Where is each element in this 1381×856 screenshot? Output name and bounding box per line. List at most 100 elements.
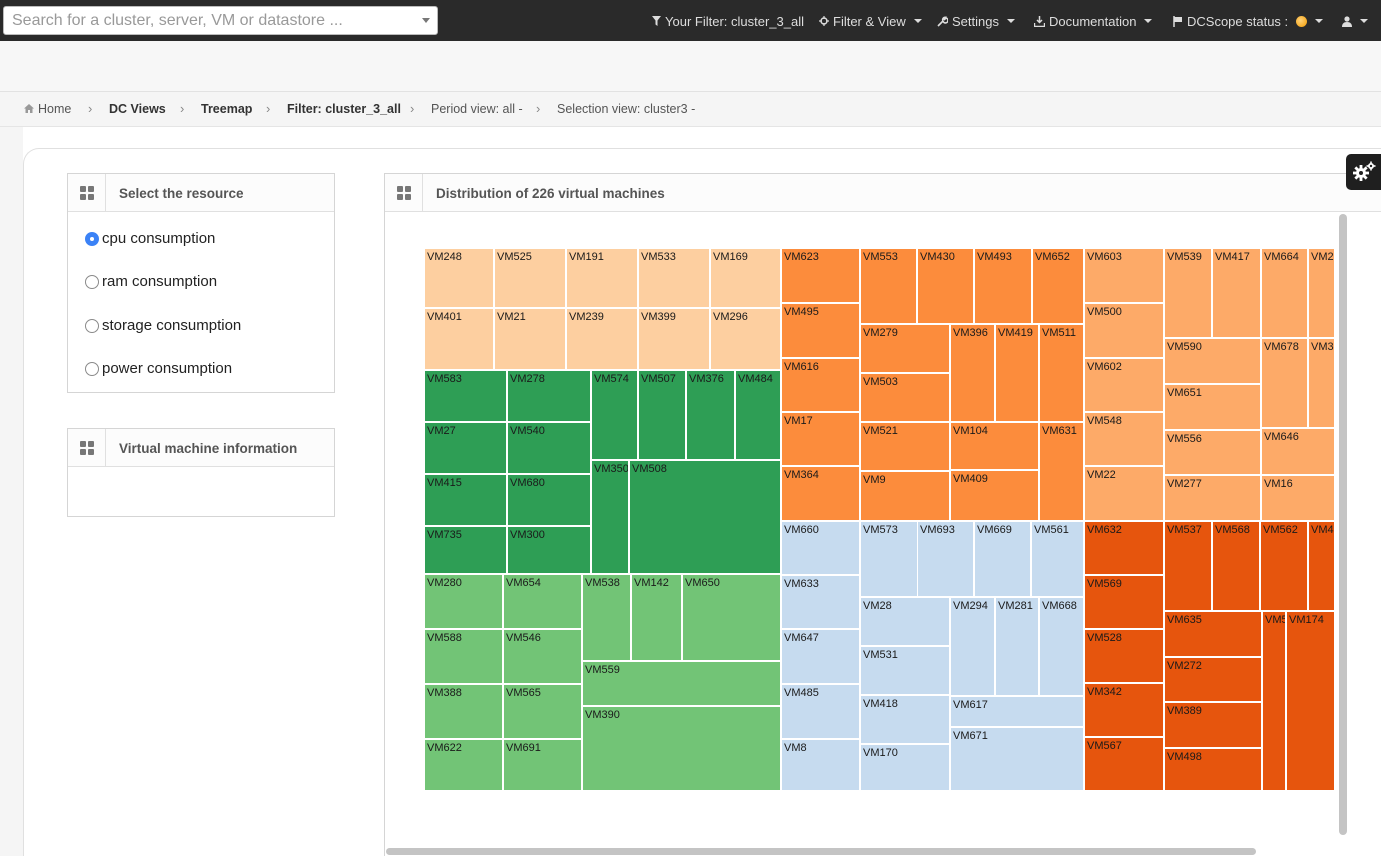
treemap-cell[interactable]: VM556 <box>1164 430 1261 475</box>
treemap-cell[interactable]: VM503 <box>860 373 950 422</box>
treemap-cell[interactable]: VM296 <box>710 308 781 370</box>
user-menu[interactable] <box>1342 13 1368 29</box>
treemap-cell[interactable]: VM660 <box>781 521 860 575</box>
settings-gear-tab[interactable] <box>1346 154 1381 190</box>
treemap-cell[interactable]: VM540 <box>507 422 591 474</box>
breadcrumb-dc-views[interactable]: DC Views <box>109 102 166 116</box>
treemap-cell[interactable]: VM22 <box>1084 466 1164 521</box>
treemap-cell[interactable]: VM142 <box>631 574 682 661</box>
breadcrumb-home[interactable]: Home <box>24 102 71 116</box>
scrollbar-thumb[interactable] <box>1339 214 1347 835</box>
treemap-cell[interactable]: VM294 <box>950 597 995 696</box>
treemap-cell[interactable]: VM389 <box>1164 702 1262 748</box>
treemap-cell[interactable]: VM16 <box>1261 475 1335 521</box>
treemap-cell[interactable]: VM169 <box>710 248 781 308</box>
treemap-cell[interactable]: VM399 <box>638 308 710 370</box>
radio-button[interactable] <box>85 274 99 289</box>
scrollbar-thumb[interactable] <box>386 848 1256 855</box>
treemap-cell[interactable]: VM590 <box>1164 338 1261 384</box>
horizontal-scrollbar[interactable] <box>385 846 1335 856</box>
treemap-cell[interactable]: VM500 <box>1084 303 1164 358</box>
treemap-cell[interactable]: VM533 <box>638 248 710 308</box>
treemap-cell[interactable]: VM652 <box>1032 248 1084 324</box>
treemap-cell[interactable]: VM21 <box>494 308 566 370</box>
vertical-scrollbar[interactable] <box>1338 214 1348 835</box>
treemap-cell[interactable]: VM2 <box>1308 248 1335 338</box>
treemap-cell[interactable]: VM511 <box>1039 324 1084 422</box>
treemap-cell[interactable]: VM28 <box>860 597 950 646</box>
treemap-cell[interactable]: VM508 <box>629 460 781 574</box>
radio-power-consumption[interactable]: power consumption <box>85 360 232 377</box>
treemap-cell[interactable]: VM531 <box>860 646 950 695</box>
treemap-cell[interactable]: VM622 <box>424 739 503 791</box>
treemap-cell[interactable]: VM27 <box>424 422 507 474</box>
treemap-cell[interactable]: VM493 <box>974 248 1032 324</box>
treemap-cell[interactable]: VM646 <box>1261 428 1335 475</box>
treemap-cell[interactable]: VM388 <box>424 684 503 739</box>
treemap-cell[interactable]: VM525 <box>494 248 566 308</box>
treemap-cell[interactable]: VM669 <box>974 521 1031 597</box>
treemap-cell[interactable]: VM3 <box>1308 338 1335 428</box>
treemap-cell[interactable]: VM277 <box>1164 475 1261 521</box>
settings-menu[interactable]: Settings <box>937 13 1015 29</box>
treemap-cell[interactable]: VM693 <box>917 521 974 597</box>
treemap-cell[interactable]: VM17 <box>781 412 860 466</box>
breadcrumb-filter[interactable]: Filter: cluster_3_all <box>287 102 401 116</box>
treemap-cell[interactable]: VM631 <box>1039 422 1084 521</box>
treemap-cell[interactable]: VM568 <box>1212 521 1260 611</box>
treemap-cell[interactable]: VM562 <box>1260 521 1308 611</box>
treemap-cell[interactable]: VM602 <box>1084 358 1164 412</box>
treemap-cell[interactable]: VM678 <box>1261 338 1308 428</box>
treemap-cell[interactable]: VM735 <box>424 526 507 574</box>
treemap-cell[interactable]: VM569 <box>1084 575 1164 629</box>
treemap-cell[interactable]: VM248 <box>424 248 494 308</box>
dcscope-status-menu[interactable]: DCScope status : <box>1173 13 1324 29</box>
treemap-cell[interactable]: VM623 <box>781 248 860 303</box>
radio-button[interactable] <box>85 318 99 333</box>
radio-ram-consumption[interactable]: ram consumption <box>85 273 217 290</box>
treemap-cell[interactable]: VM342 <box>1084 683 1164 737</box>
treemap-cell[interactable]: VM574 <box>591 370 638 460</box>
treemap-cell[interactable]: VM376 <box>686 370 735 460</box>
documentation-menu[interactable]: Documentation <box>1034 13 1153 29</box>
treemap-cell[interactable]: VM191 <box>566 248 638 308</box>
treemap-cell[interactable]: VM174 <box>1286 611 1335 791</box>
treemap-cell[interactable]: VM272 <box>1164 657 1262 702</box>
treemap-cell[interactable]: VM4 <box>1308 521 1335 611</box>
treemap-cell[interactable]: VM546 <box>503 629 582 684</box>
treemap-cell[interactable]: VM498 <box>1164 748 1262 791</box>
treemap-cell[interactable]: VM651 <box>1164 384 1261 430</box>
treemap-cell[interactable]: VM419 <box>995 324 1039 422</box>
treemap-cell[interactable]: VM567 <box>1084 737 1164 791</box>
treemap-cell[interactable]: VM548 <box>1084 412 1164 466</box>
treemap-cell[interactable]: VM691 <box>503 739 582 791</box>
treemap-cell[interactable]: VM680 <box>507 474 591 526</box>
treemap-cell[interactable]: VM521 <box>860 422 950 471</box>
treemap-cell[interactable]: VM5 <box>1262 611 1286 791</box>
treemap-cell[interactable]: VM300 <box>507 526 591 574</box>
radio-storage-consumption[interactable]: storage consumption <box>85 317 241 334</box>
treemap-cell[interactable]: VM632 <box>1084 521 1164 575</box>
treemap-cell[interactable]: VM364 <box>781 466 860 521</box>
treemap-cell[interactable]: VM350 <box>591 460 629 574</box>
radio-cpu-consumption[interactable]: cpu consumption <box>85 230 215 247</box>
treemap-cell[interactable]: VM537 <box>1164 521 1212 611</box>
treemap-cell[interactable]: VM239 <box>566 308 638 370</box>
treemap-cell[interactable]: VM561 <box>1031 521 1084 597</box>
treemap-cell[interactable]: VM507 <box>638 370 686 460</box>
treemap-cell[interactable]: VM565 <box>503 684 582 739</box>
treemap-cell[interactable]: VM559 <box>582 661 781 706</box>
treemap-cell[interactable]: VM633 <box>781 575 860 629</box>
treemap-cell[interactable]: VM495 <box>781 303 860 358</box>
treemap-cell[interactable]: VM617 <box>950 696 1084 727</box>
treemap-cell[interactable]: VM538 <box>582 574 631 661</box>
treemap-cell[interactable]: VM396 <box>950 324 995 422</box>
treemap-cell[interactable]: VM484 <box>735 370 781 460</box>
filter-view-menu[interactable]: Filter & View <box>819 13 922 29</box>
treemap-cell[interactable]: VM401 <box>424 308 494 370</box>
treemap-cell[interactable]: VM8 <box>781 739 860 791</box>
treemap-cell[interactable]: VM170 <box>860 744 950 791</box>
treemap-cell[interactable]: VM668 <box>1039 597 1084 696</box>
breadcrumb-treemap[interactable]: Treemap <box>201 102 253 116</box>
treemap-cell[interactable]: VM553 <box>860 248 917 324</box>
